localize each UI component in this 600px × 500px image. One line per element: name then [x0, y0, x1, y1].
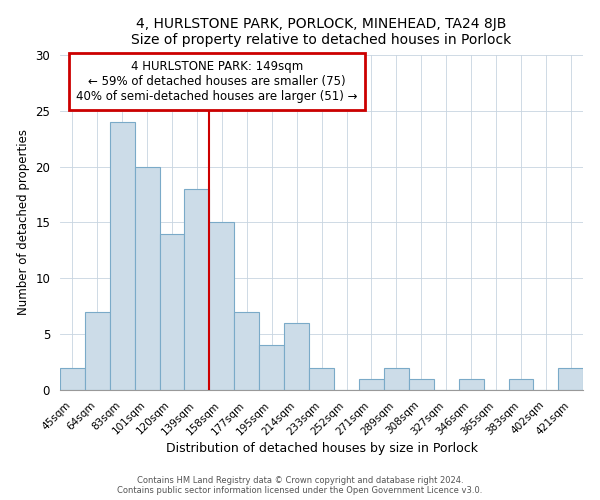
- Bar: [110, 122, 134, 390]
- Bar: [184, 189, 209, 390]
- Bar: [309, 368, 334, 390]
- Text: 4 HURLSTONE PARK: 149sqm
← 59% of detached houses are smaller (75)
40% of semi-d: 4 HURLSTONE PARK: 149sqm ← 59% of detach…: [76, 60, 358, 103]
- Bar: [409, 379, 434, 390]
- Title: 4, HURLSTONE PARK, PORLOCK, MINEHEAD, TA24 8JB
Size of property relative to deta: 4, HURLSTONE PARK, PORLOCK, MINEHEAD, TA…: [131, 16, 512, 47]
- Bar: [509, 379, 533, 390]
- Text: Contains HM Land Registry data © Crown copyright and database right 2024.
Contai: Contains HM Land Registry data © Crown c…: [118, 476, 482, 495]
- Bar: [559, 368, 583, 390]
- Y-axis label: Number of detached properties: Number of detached properties: [17, 130, 29, 316]
- Bar: [209, 222, 235, 390]
- Bar: [60, 368, 85, 390]
- Bar: [134, 166, 160, 390]
- Bar: [284, 323, 309, 390]
- Bar: [359, 379, 384, 390]
- Bar: [384, 368, 409, 390]
- Bar: [235, 312, 259, 390]
- Bar: [458, 379, 484, 390]
- Bar: [259, 346, 284, 390]
- Bar: [160, 234, 184, 390]
- X-axis label: Distribution of detached houses by size in Porlock: Distribution of detached houses by size …: [166, 442, 478, 455]
- Bar: [85, 312, 110, 390]
